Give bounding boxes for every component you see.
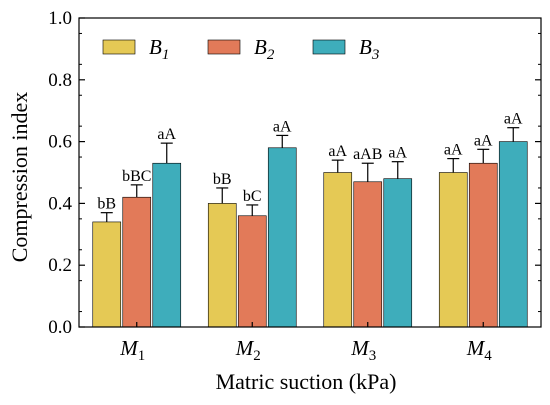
y-tick-label: 0.6 xyxy=(48,132,72,153)
legend-swatch xyxy=(312,39,346,55)
x-tick-label-subscript: 2 xyxy=(253,348,261,364)
bar-b3-m2 xyxy=(267,147,297,328)
x-tick-label-subscript: 3 xyxy=(369,348,377,364)
bar-b3-m1 xyxy=(152,162,182,328)
bar-b1-m1 xyxy=(92,221,122,328)
x-tick-label-base: M xyxy=(119,336,139,360)
legend-label-base: B xyxy=(149,35,162,59)
y-tick-label: 0.2 xyxy=(48,255,72,276)
significance-label: aAB xyxy=(353,146,382,163)
significance-label: bB xyxy=(213,171,232,188)
legend-label: B2 xyxy=(254,35,275,63)
y-axis-title: Compression index xyxy=(7,92,32,263)
y-tick-label: 0.8 xyxy=(48,70,72,91)
bar-b3-m3 xyxy=(383,178,413,328)
bar-b1-m2 xyxy=(207,203,237,328)
significance-label: aA xyxy=(388,145,407,162)
x-axis-title: Matric suction (kPa) xyxy=(216,369,397,394)
significance-label: aA xyxy=(157,126,176,143)
significance-label: bB xyxy=(97,196,116,213)
legend-label-subscript: 1 xyxy=(162,47,170,63)
significance-label: aA xyxy=(328,143,347,160)
plot-frame xyxy=(78,17,542,328)
x-tick-label: M2 xyxy=(235,336,261,364)
legend-label-base: B xyxy=(359,35,372,59)
significance-label: bBC xyxy=(122,168,151,185)
x-tick-label-base: M xyxy=(466,336,486,360)
x-tick-label: M3 xyxy=(350,336,376,364)
y-tick-label: 1.0 xyxy=(48,8,72,29)
significance-label: aA xyxy=(504,111,523,128)
bar-b2-m3 xyxy=(353,181,383,328)
legend-label: B3 xyxy=(359,35,379,63)
bar-b2-m1 xyxy=(122,196,152,328)
legend-layer: B1 B2 B3 xyxy=(102,35,379,63)
bar-b1-m3 xyxy=(323,172,353,328)
x-tick-label-base: M xyxy=(350,336,370,360)
significance-label: aA xyxy=(474,132,493,149)
axes-layer: 0.00.20.40.60.81.0M1 M2 M3 M4 xyxy=(48,8,542,364)
labels-layer: bB bB aA aA bBC bC aAB aA aA aA aA aA xyxy=(97,111,523,213)
legend-swatch xyxy=(207,39,241,55)
x-tick-label-subscript: 1 xyxy=(138,348,146,364)
y-tick-label: 0.4 xyxy=(48,193,72,214)
legend-swatch xyxy=(102,39,136,55)
bar-b3-m4 xyxy=(498,141,528,328)
legend-label: B1 xyxy=(149,35,169,63)
significance-label: aA xyxy=(444,142,463,159)
bar-b1-m4 xyxy=(438,172,468,328)
bar-b2-m4 xyxy=(468,162,498,328)
significance-label: aA xyxy=(273,118,292,135)
bar-b2-m2 xyxy=(237,215,267,328)
significance-label: bC xyxy=(243,188,262,205)
x-tick-label-subscript: 4 xyxy=(484,348,492,364)
x-tick-label: M1 xyxy=(119,336,145,364)
legend-label-subscript: 2 xyxy=(267,47,275,63)
y-tick-label: 0.0 xyxy=(48,317,72,338)
bars-layer xyxy=(92,127,528,328)
legend-label-subscript: 3 xyxy=(371,47,380,63)
legend-label-base: B xyxy=(254,35,267,59)
x-tick-label: M4 xyxy=(466,336,493,364)
x-tick-label-base: M xyxy=(235,336,255,360)
